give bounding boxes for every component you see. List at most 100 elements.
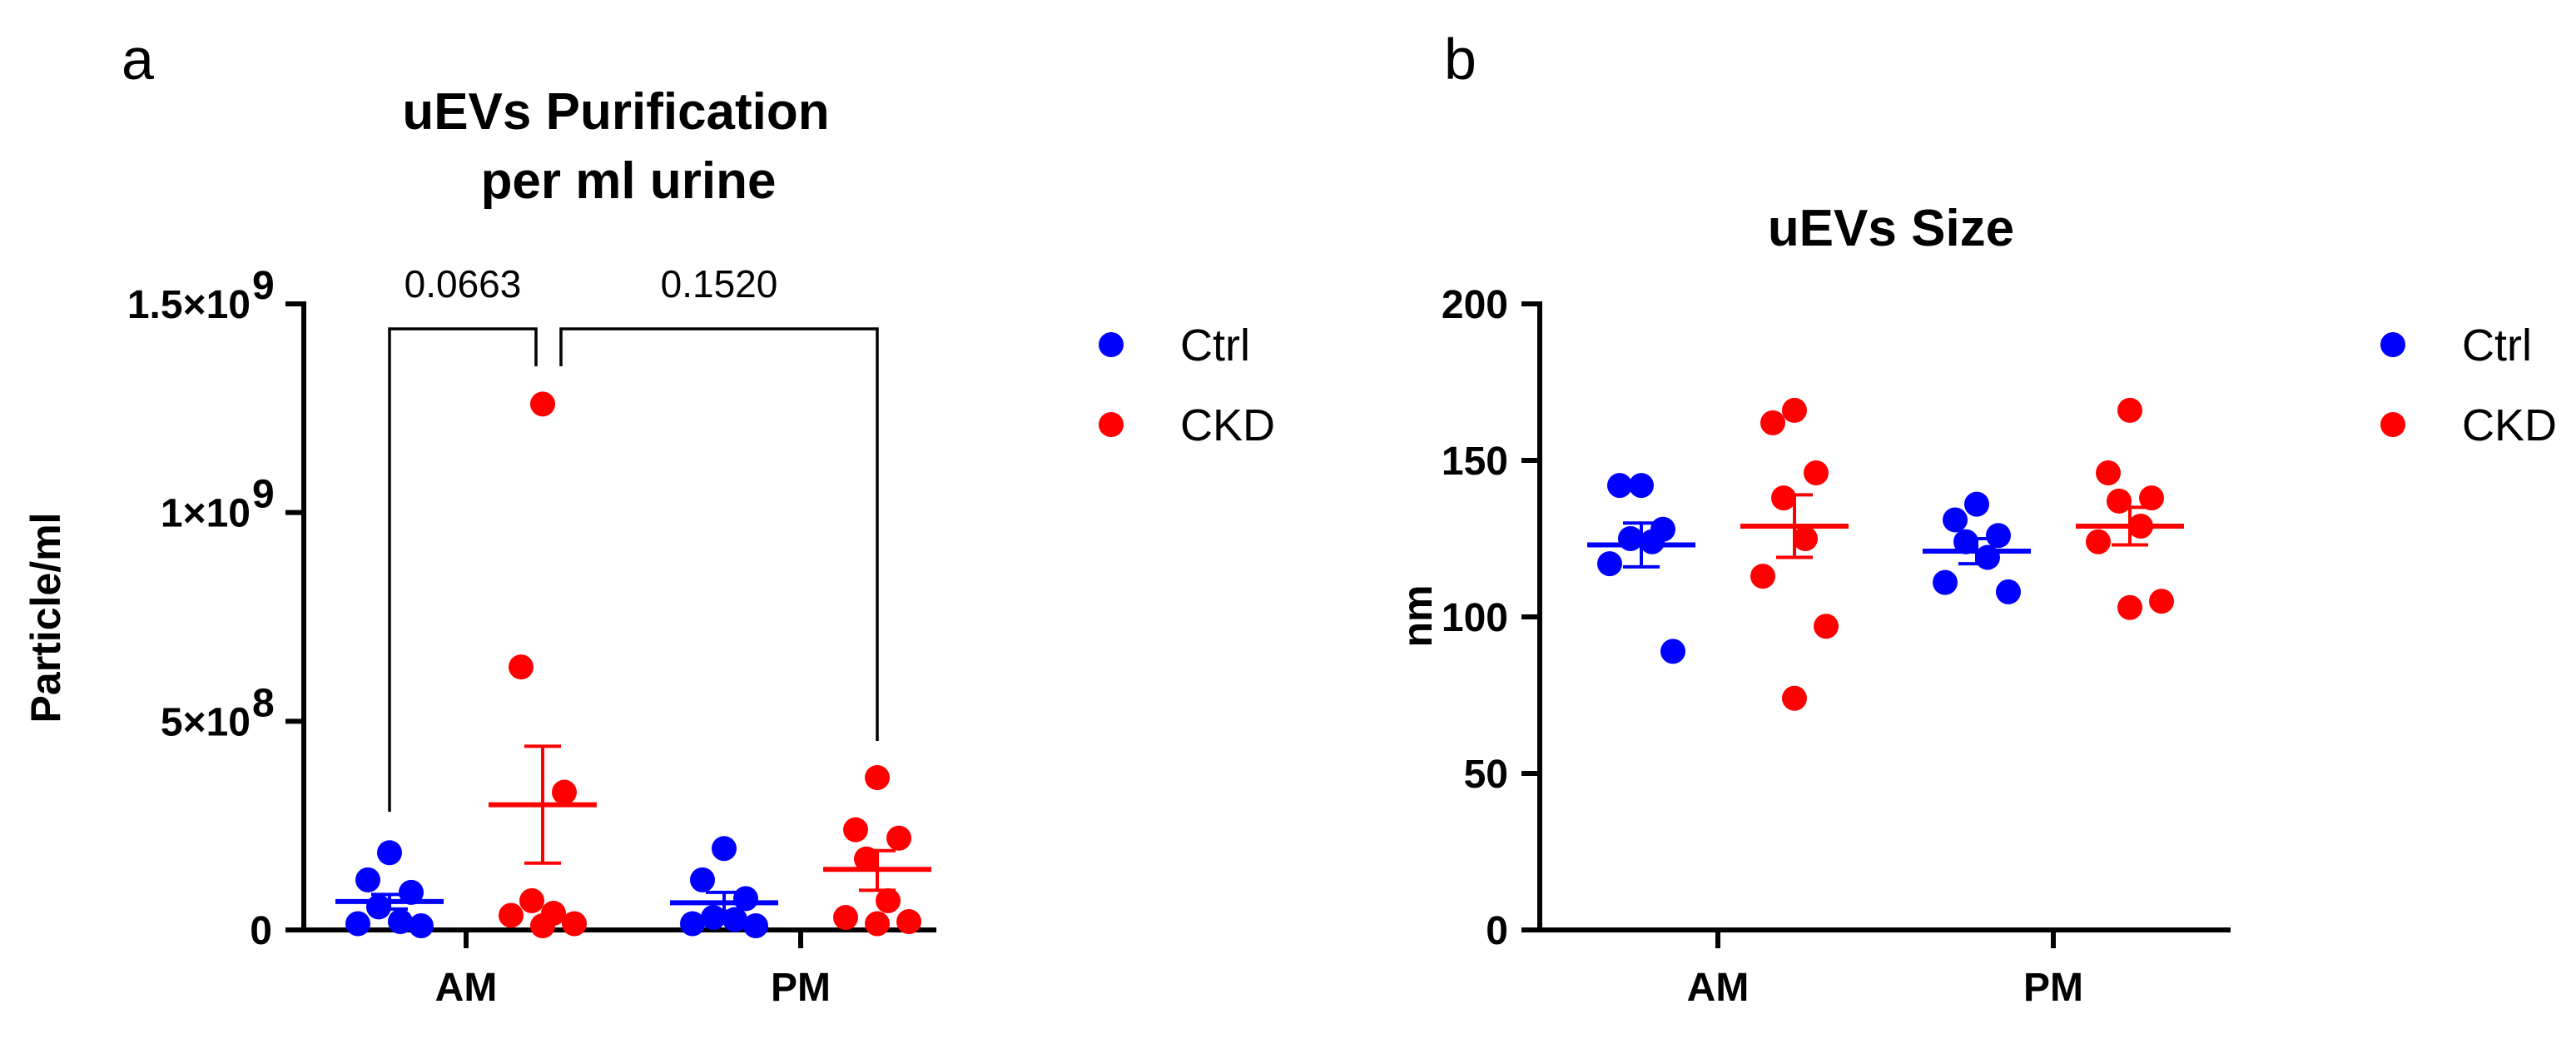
chart-b-point-pm-ctrl <box>1996 579 2021 604</box>
chart-b-point-am-ctrl <box>1660 639 1685 664</box>
chart-b-point-pm-ctrl <box>1964 491 1989 517</box>
chart-a-y-tick-exponent: 9 <box>252 473 275 517</box>
chart-a-point-am-ctrl <box>409 912 434 938</box>
chart-a-y-tick-label: 5×10 <box>161 700 251 744</box>
chart-a-x-tick-label: AM <box>435 966 498 1010</box>
chart-a-y-axis-label: Particle/ml <box>22 513 69 723</box>
chart-b-point-am-ctrl <box>1640 529 1665 554</box>
chart-b-legend-marker-ctrl <box>2380 332 2405 357</box>
chart-a-comparison-bracket <box>559 327 879 741</box>
chart-a-point-pm-ckd <box>886 825 911 851</box>
chart-a-point-am-ckd <box>530 391 555 417</box>
chart-a-point-pm-ckd <box>854 846 879 872</box>
chart-a-point-pm-ckd <box>843 817 868 843</box>
chart-b-point-am-ckd <box>1814 614 1839 639</box>
chart-b-point-am-ckd <box>1782 685 1807 711</box>
chart-a-x-tick-labels: AM PM <box>435 966 831 1010</box>
chart-a-point-am-ckd <box>519 887 544 913</box>
chart-b-point-pm-ckd <box>2139 485 2164 511</box>
chart-a-point-am-ctrl <box>399 879 424 905</box>
chart-b-x-tick-label: PM <box>2023 966 2083 1010</box>
chart-b-y-tick-label: 200 <box>1442 283 1508 327</box>
chart-b-legend-label-ckd: CKD <box>2462 400 2557 450</box>
chart-b-y-tick-label: 100 <box>1442 596 1508 640</box>
chart-b-y-axis-label: nm <box>1394 585 1441 648</box>
chart-a-point-am-ckd <box>530 912 555 938</box>
chart-b-point-am-ctrl <box>1607 473 1632 499</box>
chart-b-point-am-ctrl <box>1629 473 1654 499</box>
chart-b-point-am-ckd <box>1760 410 1785 435</box>
chart-a-point-am-ckd <box>499 902 524 928</box>
chart-a-point-pm-ckd <box>865 765 890 791</box>
chart-a-point-pm-ctrl <box>722 907 747 932</box>
chart-b-point-pm-ckd <box>2086 529 2111 554</box>
chart-a-legend-label-ctrl: Ctrl <box>1180 321 1250 370</box>
chart-b-x-tick-labels: AM PM <box>1687 966 2083 1010</box>
chart-a-title-line1: uEVs Purification <box>402 83 829 141</box>
chart-a-y-tick-label: 1.5×10 <box>127 283 251 327</box>
chart-b-point-pm-ctrl <box>1933 569 1958 595</box>
chart-a-y-ticks: 05×10 81×10 91.5×10 9 <box>127 264 304 953</box>
chart-b-point-am-ckd <box>1804 460 1829 486</box>
chart-b-point-am-ckd <box>1782 397 1807 423</box>
chart-a-point-pm-ctrl <box>680 911 705 937</box>
chart-a-point-am-ckd <box>552 779 577 805</box>
chart-a-point-am-ckd <box>562 911 587 937</box>
chart-b-legend-label-ctrl: Ctrl <box>2462 321 2532 370</box>
chart-a-point-am-ctrl <box>345 911 370 937</box>
chart-b-y-tick-label: 50 <box>1464 753 1508 797</box>
panel-label-b: b <box>1444 27 1477 92</box>
chart-a-y-tick-label: 1×10 <box>161 492 251 536</box>
chart-b-point-pm-ctrl <box>1986 523 2011 549</box>
chart-b-title: uEVs Size <box>1768 200 2014 257</box>
chart-b-point-pm-ckd <box>2117 594 2142 620</box>
chart-a-comparison-brackets: 0.0663 0.1520 <box>388 262 879 812</box>
chart-a-title-line2: per ml urine <box>481 152 777 210</box>
chart-b-legend: Ctrl CKD <box>2380 321 2557 450</box>
chart-b-point-am-ckd <box>1771 485 1796 511</box>
chart-a-data-points <box>335 391 931 938</box>
chart-a-legend-marker-ctrl <box>1099 332 1124 357</box>
chart-a-p-value-label: 0.0663 <box>405 262 522 306</box>
chart-a-y-tick-exponent: 8 <box>252 681 275 725</box>
chart-b-y-tick-label: 0 <box>1486 909 1508 953</box>
chart-a-point-pm-ctrl <box>690 867 715 892</box>
chart-a-point-am-ctrl <box>388 908 413 934</box>
chart-b-point-am-ckd <box>1793 526 1818 551</box>
chart-a-point-pm-ckd <box>833 904 858 930</box>
chart-b-point-pm-ctrl <box>1943 507 1968 533</box>
chart-a-p-value-label: 0.1520 <box>661 262 778 306</box>
chart-a-legend-label-ckd: CKD <box>1180 400 1275 450</box>
chart-b-y-ticks: 0 50 100 150 200 <box>1442 283 1540 953</box>
chart-a-point-am-ckd <box>509 654 534 680</box>
chart-a-point-pm-ctrl <box>743 912 768 938</box>
chart-a-y-tick-exponent: 9 <box>252 264 275 308</box>
chart-a-comparison-bracket <box>388 327 538 812</box>
chart-b-point-pm-ctrl <box>1953 529 1978 554</box>
chart-b-point-am-ckd <box>1750 564 1775 589</box>
panel-a: a uEVs Purification per ml urine Particl… <box>22 27 1275 1010</box>
chart-b-point-pm-ckd <box>2149 589 2174 614</box>
chart-a-y-tick-label: 0 <box>250 909 272 953</box>
chart-a-point-pm-ckd <box>896 908 921 934</box>
chart-b-legend-marker-ckd <box>2380 412 2405 437</box>
chart-a-legend: Ctrl CKD <box>1099 321 1275 450</box>
chart-a-point-pm-ckd <box>865 911 890 937</box>
chart-a-point-am-ctrl <box>377 840 402 866</box>
panel-label-a: a <box>122 27 154 92</box>
chart-b-data-points <box>1587 397 2184 711</box>
chart-b-y-tick-label: 150 <box>1442 440 1508 484</box>
chart-a-legend-marker-ckd <box>1099 412 1124 437</box>
chart-b-point-pm-ckd <box>2096 460 2121 486</box>
chart-b-point-am-ctrl <box>1597 551 1622 577</box>
chart-a-point-pm-ckd <box>876 887 901 913</box>
panel-b: b uEVs Size nm 0 50 100 150 200 AM PM Ctrl CKD <box>1394 27 2557 1010</box>
chart-a-point-am-ctrl <box>366 894 391 920</box>
chart-a-x-tick-label: PM <box>771 966 831 1010</box>
chart-b-x-tick-label: AM <box>1687 966 1750 1010</box>
chart-a-point-am-ctrl <box>355 867 380 892</box>
chart-a-point-pm-ctrl <box>712 836 737 862</box>
chart-b-point-pm-ckd <box>2107 488 2132 514</box>
chart-b-point-pm-ckd <box>2117 397 2142 423</box>
